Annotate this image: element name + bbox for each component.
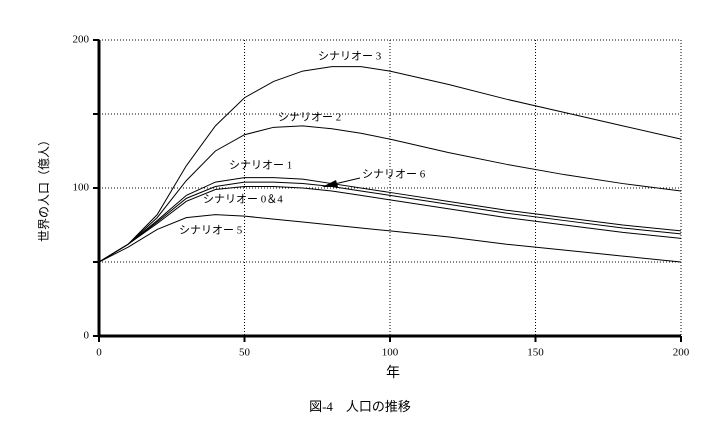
series-line	[98, 181, 682, 263]
y-tick-label: 0	[84, 330, 90, 342]
x-tick-label: 200	[673, 347, 690, 359]
series-label: シナリオー 5	[179, 224, 243, 237]
series-label: シナリオー 1	[229, 159, 292, 172]
x-tick-label: 100	[382, 347, 399, 359]
series-label: シナリオー 2	[278, 111, 341, 124]
series-label: シナリオー 0＆4	[203, 193, 283, 206]
x-tick-label: 150	[527, 347, 544, 359]
series-line	[98, 177, 682, 263]
y-axis-label: 世界の人口（億人）	[37, 134, 51, 242]
x-axis-label: 年	[386, 365, 400, 381]
series-label: シナリオー 3	[318, 50, 382, 63]
series-label: シナリオー 6	[362, 168, 426, 181]
pointer-head	[322, 180, 338, 187]
series-line	[98, 214, 682, 263]
y-tick-label: 200	[73, 34, 90, 46]
series-line	[98, 66, 682, 263]
y-tick-label: 100	[73, 182, 90, 194]
caption: 図-4 人口の推移	[309, 399, 411, 414]
x-tick-label: 0	[96, 347, 102, 359]
series-line	[98, 125, 682, 263]
series-line	[98, 186, 682, 263]
x-tick-label: 50	[239, 347, 251, 359]
